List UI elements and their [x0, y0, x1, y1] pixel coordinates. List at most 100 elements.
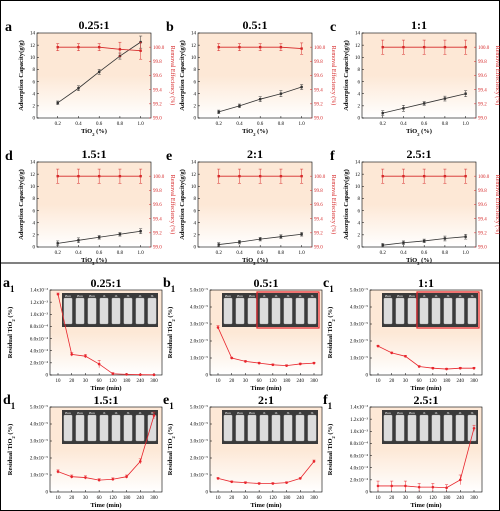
vial — [419, 297, 429, 325]
data-point — [56, 470, 60, 473]
y-tick-label: 4 — [358, 92, 361, 97]
vial-label: 2h — [115, 295, 118, 298]
data-point — [300, 174, 303, 178]
data-point — [152, 414, 156, 417]
inset-photo: Photo Photo Photo 1h 2h 3h 4h 5h — [382, 410, 478, 444]
x-axis-label: TiO2 (%) — [81, 257, 107, 266]
y2-tick-label: 99.6 — [314, 74, 323, 79]
data-point — [376, 344, 380, 348]
y2-tick-label: 99.8 — [314, 189, 323, 194]
x-tick-label: 0.2 — [216, 122, 223, 127]
vial — [75, 414, 85, 442]
x-tick-label: 1.0 — [138, 122, 145, 127]
y-axis-label: Residual TiO2 (%) — [7, 424, 16, 476]
vial-label: Photo — [89, 412, 96, 415]
data-point — [285, 364, 288, 367]
x-tick-label: 0.4 — [75, 251, 82, 256]
panel-d: d 1.5:1 0 2 4 6 8 10 12 14 99.0 99.2 99.4 99.6 99.8 100… — [5, 147, 176, 266]
data-point — [402, 45, 405, 49]
y-tick-label: 14 — [30, 161, 36, 166]
data-point — [97, 70, 101, 74]
x-tick-label: 120 — [429, 496, 437, 501]
x-axis-label: TiO2 (%) — [242, 128, 268, 137]
y-tick-label: 0 — [46, 374, 49, 379]
vial-label: 3h — [287, 412, 290, 415]
data-point — [152, 373, 156, 377]
x-tick-label: 60 — [257, 496, 263, 501]
data-point — [97, 478, 101, 482]
panel-letter: c — [330, 20, 336, 35]
data-point — [125, 475, 128, 479]
x-tick-label: 0.2 — [55, 122, 62, 127]
data-point — [56, 45, 59, 49]
y2-axis-label: Removal Effeciency (%) — [330, 175, 337, 235]
vial-label: Photo — [65, 412, 72, 415]
data-point — [464, 92, 467, 95]
y2-tick-label: 99.8 — [153, 189, 162, 194]
data-point — [402, 174, 405, 178]
vial — [467, 297, 477, 325]
data-point — [422, 239, 426, 243]
x-tick-label: 240 — [297, 379, 305, 384]
data-point — [443, 174, 447, 178]
vial — [135, 414, 145, 442]
panel-title: 1:1 — [418, 276, 434, 290]
y-tick-label: 10 — [355, 185, 361, 190]
data-point — [230, 480, 234, 484]
data-point — [216, 477, 220, 480]
vial — [443, 297, 453, 325]
vial — [259, 414, 269, 442]
data-point — [300, 85, 303, 89]
vial-label: Photo — [77, 295, 84, 298]
vial — [431, 414, 441, 442]
x-tick-label: 300 — [310, 496, 318, 501]
vial-label: 3h — [447, 412, 450, 415]
series-line — [217, 461, 315, 484]
y-tick-label: 3.0x10⁻⁵ — [190, 439, 208, 445]
y-tick-label: 4.0x10⁻⁵ — [30, 422, 48, 428]
data-point — [279, 92, 283, 95]
x-tick-label: 10 — [376, 496, 382, 501]
vial — [307, 414, 317, 442]
y2-tick-label: 100.0 — [478, 175, 490, 180]
vial — [455, 414, 465, 442]
data-point — [118, 48, 122, 51]
data-point — [258, 45, 262, 49]
inset-photo: Photo Photo Photo 1h 2h 3h 4h 5h — [62, 410, 158, 444]
data-point — [445, 367, 448, 371]
x-tick-label: 30 — [243, 496, 249, 501]
y-tick-label: 1.0x10⁻⁵ — [190, 356, 208, 362]
vial-label: 4h — [299, 295, 302, 298]
y2-tick-label: 99.6 — [153, 203, 162, 208]
vial — [147, 414, 157, 442]
data-point — [84, 354, 87, 358]
y-tick-label: 1.4x10⁻³ — [350, 405, 368, 411]
data-point — [238, 45, 241, 49]
y-tick-label: 2 — [358, 234, 361, 239]
data-point — [404, 355, 407, 358]
highlight-box — [416, 291, 480, 329]
vial — [419, 414, 429, 442]
data-point — [56, 101, 59, 105]
y-tick-label: 5.0x10⁻⁵ — [350, 288, 368, 294]
x-tick-label: 120 — [109, 496, 117, 501]
y-axis-label: Adsorption Capacity(g/g) — [343, 169, 350, 240]
x-tick-label: 0.6 — [421, 251, 428, 256]
x-tick-label: 0.4 — [400, 251, 407, 256]
vial — [111, 297, 121, 325]
x-axis-label: Time (min) — [410, 502, 441, 509]
x-tick-label: 60 — [97, 379, 103, 384]
series-line — [378, 428, 475, 489]
data-point — [431, 485, 435, 489]
inset-photo: Photo Photo Photo 1h 2h 3h 4h 5h — [222, 410, 318, 444]
y-tick-label: 4 — [358, 221, 361, 226]
vial-label: 1h — [423, 412, 426, 415]
x-axis-label: Time (min) — [90, 502, 121, 509]
data-point — [238, 240, 241, 244]
vial-label: 1h — [263, 295, 266, 298]
x-tick-label: 10 — [216, 379, 222, 384]
panel-title: 0.5:1 — [243, 18, 268, 32]
data-point — [97, 362, 101, 366]
y2-tick-label: 99.0 — [153, 117, 162, 122]
data-point — [312, 361, 316, 365]
